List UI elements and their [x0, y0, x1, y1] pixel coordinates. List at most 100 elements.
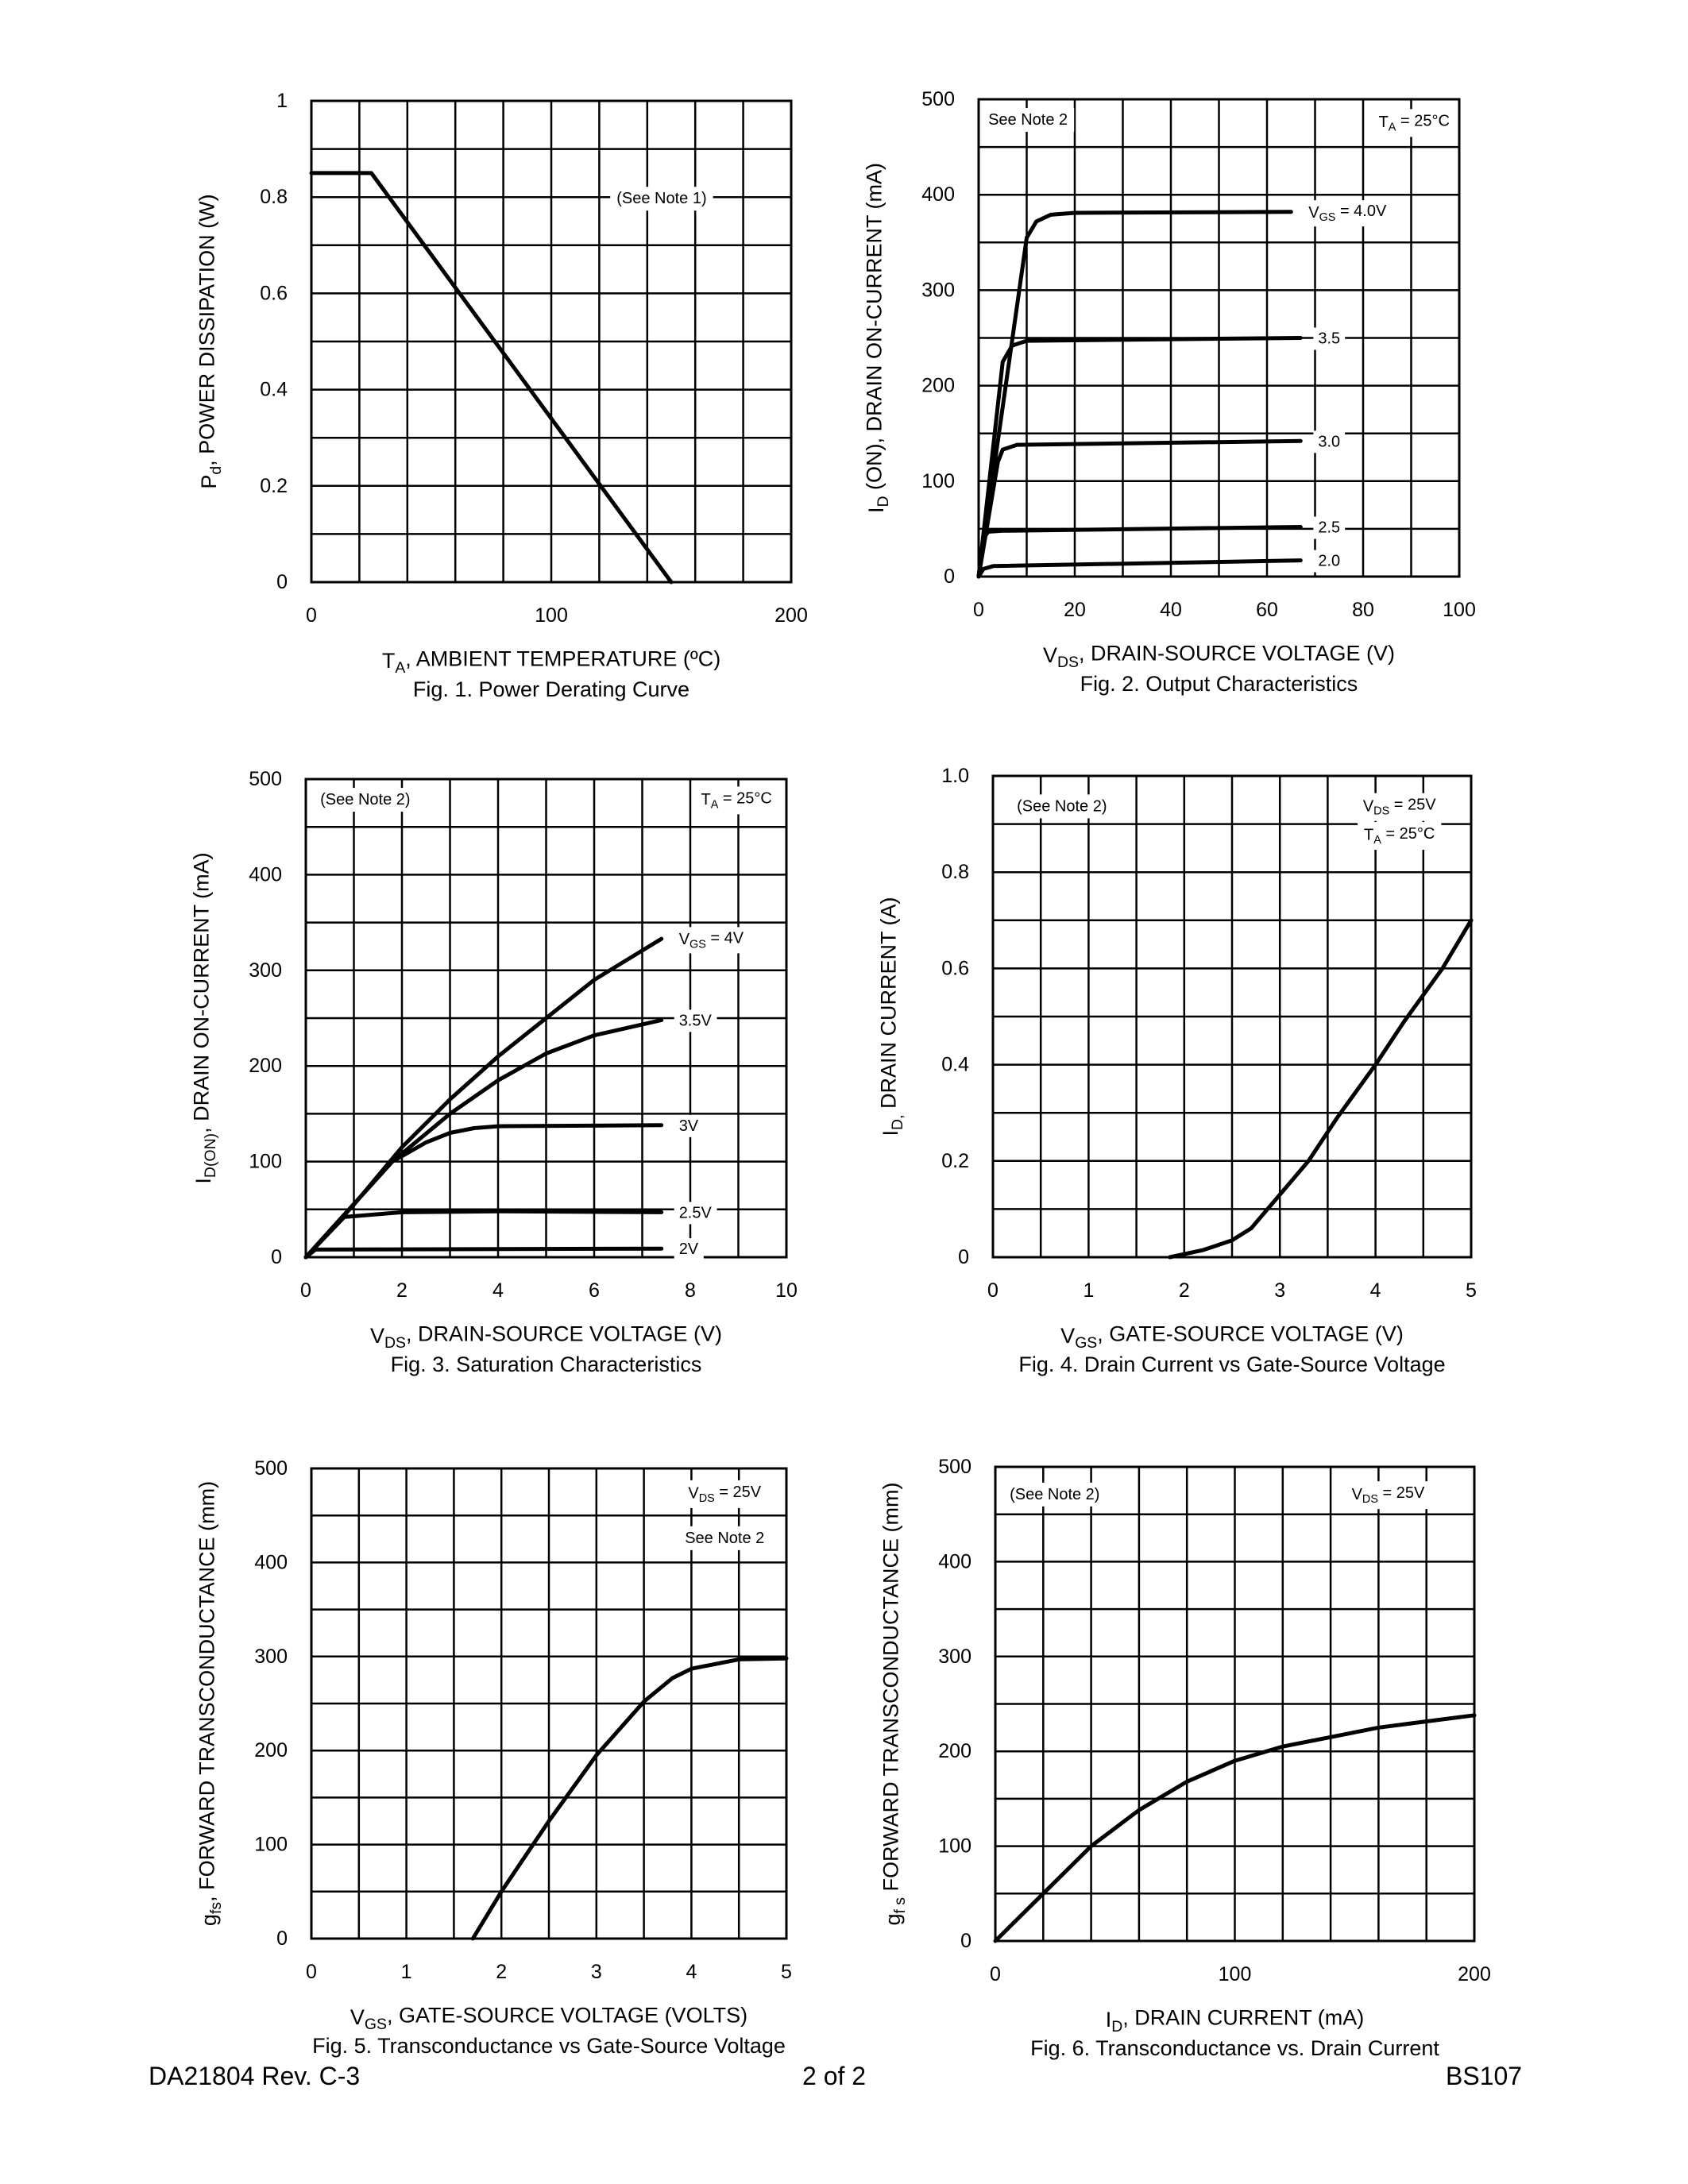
series-label: 3V — [679, 1117, 699, 1135]
y-tick-label: 1.0 — [941, 765, 969, 787]
subscript-text: f s — [891, 1897, 909, 1914]
x-axis-title: TA, AMBIENT TEMPERATURE (ºC) — [382, 647, 720, 677]
subscript-text: d — [207, 466, 225, 475]
label-background — [1313, 327, 1346, 350]
plot-frame — [304, 778, 788, 1259]
y-tick-label: 100 — [249, 1151, 282, 1173]
text-segment: , AMBIENT TEMPERATURE (ºC) — [405, 647, 720, 671]
label-background — [1313, 430, 1346, 453]
series-curve-1 — [993, 1713, 1477, 1943]
label-background — [674, 927, 749, 954]
text-segment: , GATE-SOURCE VOLTAGE (V) — [1097, 1322, 1404, 1346]
y-tick-label: 0 — [276, 1927, 288, 1950]
text-segment: T — [1364, 827, 1373, 844]
text-segment: , DRAIN ON-CURRENT (mA) — [190, 852, 214, 1133]
x-tick-label: 4 — [686, 1961, 697, 1983]
text-segment: V — [1060, 1324, 1075, 1348]
text-segment: 2.0 — [1318, 553, 1340, 570]
text-segment: 3.5 — [1318, 330, 1340, 348]
series-label: 3.5 — [1318, 330, 1340, 348]
text-segment: , DRAIN CURRENT (mA) — [1122, 2006, 1364, 2030]
x-tick-label: 1 — [401, 1961, 412, 1983]
series-curve-5 — [976, 558, 1303, 579]
x-tick-label: 6 — [589, 1279, 600, 1302]
label-background — [982, 108, 1075, 133]
y-tick-label: 0 — [271, 1246, 282, 1268]
text-segment: , DRAIN-SOURCE VOLTAGE (V) — [1079, 642, 1395, 666]
y-tick-label: 100 — [921, 470, 955, 492]
plot-frame — [310, 99, 793, 584]
text-segment: = 25V — [715, 1484, 762, 1501]
text-segment: (See Note 2) — [1010, 1486, 1099, 1503]
text-segment: g — [881, 1913, 905, 1925]
label-background — [674, 1114, 704, 1137]
subscript-text: A — [395, 659, 405, 677]
subscript-text: D, — [889, 1115, 906, 1130]
y-tick-label: 200 — [921, 375, 955, 397]
x-tick-label: 100 — [1219, 1963, 1252, 1985]
x-axis-title: VDS, DRAIN-SOURCE VOLTAGE (V) — [370, 1322, 722, 1352]
figure-caption: Fig. 1. Power Derating Curve — [413, 677, 689, 701]
text-segment: V — [688, 1485, 699, 1503]
text-segment: (See Note 2) — [1017, 797, 1107, 815]
x-tick-label: 80 — [1352, 599, 1374, 621]
y-tick-label: 0.8 — [941, 861, 969, 883]
y-tick-label: 1 — [276, 90, 288, 112]
figure-6: 0 100 200 0 100 200 300 400 500 ID, DRAIN CURRENT… — [879, 1456, 1491, 2060]
x-tick-label: 10 — [775, 1279, 798, 1302]
x-tick-label: 2 — [396, 1279, 408, 1302]
label-background — [1313, 550, 1346, 573]
plot-frame — [991, 774, 1473, 1259]
text-segment: DRAIN CURRENT (A) — [877, 897, 901, 1115]
text-segment: See Note 2 — [685, 1530, 764, 1547]
text-segment: See Note 2 — [988, 111, 1068, 129]
text-segment: g — [197, 1914, 221, 1926]
series-curve-4 — [303, 1209, 664, 1260]
x-tick-label: 40 — [1160, 599, 1182, 621]
y-tick-label: 0.4 — [941, 1054, 969, 1076]
label-background — [682, 1480, 768, 1508]
text-segment: V — [1352, 1486, 1363, 1503]
annotation: (See Note 2) — [1017, 797, 1107, 815]
text-segment: = 25V — [1378, 1484, 1425, 1502]
figure-caption: Fig. 5. Transconductance vs Gate-Source … — [312, 2034, 786, 2058]
x-tick-label: 0 — [306, 604, 317, 627]
y-tick-label: 400 — [938, 1550, 971, 1572]
y-tick-label: 0.6 — [941, 957, 969, 979]
annotation: See Note 2 — [685, 1530, 764, 1547]
label-background — [1304, 200, 1392, 227]
x-tick-label: 3 — [591, 1961, 602, 1983]
label-background — [1372, 109, 1456, 137]
annotation: TA = 25°C — [1379, 112, 1450, 133]
text-segment: 2.5 — [1318, 519, 1340, 536]
y-tick-label: 0.8 — [260, 186, 288, 208]
x-tick-label: 200 — [1458, 1963, 1491, 1985]
x-tick-label: 60 — [1256, 599, 1278, 621]
y-tick-label: 200 — [938, 1740, 971, 1762]
x-tick-label: 0 — [987, 1279, 999, 1302]
y-axis-title: ID(ON), DRAIN ON-CURRENT (mA) — [190, 852, 219, 1183]
y-tick-label: 0.6 — [260, 282, 288, 304]
y-tick-label: 0.2 — [260, 475, 288, 497]
label-background — [1358, 822, 1442, 851]
x-tick-label: 5 — [781, 1961, 792, 1983]
text-segment: 3.0 — [1318, 433, 1340, 450]
y-axis-title: ID, DRAIN CURRENT (A) — [877, 897, 906, 1136]
text-segment: 3V — [679, 1117, 699, 1135]
series-curve-4 — [976, 525, 1303, 579]
text-segment: = 25°C — [718, 789, 771, 807]
annotation: VDS = 25V — [1363, 797, 1436, 818]
y-tick-label: 0 — [276, 571, 288, 593]
series-curve-3 — [303, 1123, 664, 1260]
y-tick-label: 400 — [254, 1551, 288, 1573]
text-segment: V — [679, 931, 690, 948]
annotation: See Note 2 — [988, 111, 1068, 129]
x-tick-label: 0 — [973, 599, 984, 621]
series-label: VGS = 4.0V — [1308, 203, 1387, 224]
subscript-text: DS — [384, 1334, 406, 1352]
y-tick-label: 300 — [921, 279, 955, 301]
series-label: 3.5V — [679, 1012, 713, 1029]
label-background — [1356, 793, 1443, 821]
